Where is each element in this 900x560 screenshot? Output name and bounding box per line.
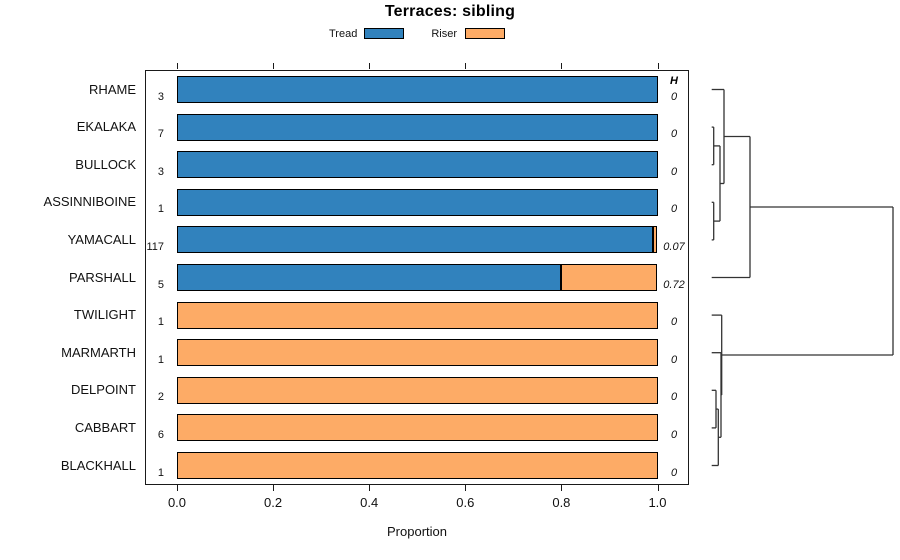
bar-segment-riser [177,339,658,367]
bar-segment-riser [177,452,658,479]
x-axis-tick-top [561,63,563,69]
row-n-value: 3 [157,165,164,178]
x-axis-tick-bottom [273,485,275,491]
bar-row [177,226,658,254]
bar-row [177,452,658,479]
x-axis-tick-label: 0.6 [456,495,475,510]
row-h-value: 0 [670,428,678,441]
bar-row [177,151,658,179]
x-axis-tick-top [369,63,371,69]
row-label: TWILIGHT [73,307,136,323]
row-h-value: 0 [670,203,678,216]
row-label: MARMARTH [61,344,136,360]
x-axis-tick-top [177,63,178,69]
row-n-value: 1 [157,466,164,479]
bar-segment-tread [177,151,658,179]
row-h-value: 0 [670,353,678,366]
x-axis-tick-bottom [369,485,371,491]
x-axis-tick-top [465,63,467,69]
legend: Tread Riser [145,26,689,41]
row-n-value: 1 [157,353,164,366]
x-axis-tick-top [657,63,659,69]
row-n-value: 3 [157,90,164,103]
x-axis-tick-label: 0.0 [167,495,187,510]
bar-row [177,339,658,367]
x-axis-title: Proportion [387,524,447,539]
x-axis-tick-bottom [177,485,178,491]
chart-title: Terraces: sibling [384,3,516,20]
row-n-value: 7 [157,128,164,141]
x-axis-tick-bottom [465,485,467,491]
bar-segment-riser [177,301,658,329]
row-h-value: 0 [670,316,678,329]
bar-segment-tread [177,113,658,141]
row-n-value: 2 [157,391,164,404]
row-n-value: 117 [146,240,164,253]
legend-swatch-tread [364,28,405,39]
bar-segment-tread [177,76,658,103]
bar-row [177,264,658,291]
row-label: BULLOCK [75,156,136,172]
x-axis-tick-bottom [657,485,659,491]
row-label: EKALAKA [76,119,136,135]
legend-label-riser: Riser [431,27,457,40]
bar-row [177,414,658,442]
bar-segment-tread [177,226,654,254]
legend-swatch-riser [465,28,505,39]
bar-row [177,376,658,404]
bar-segment-riser [561,264,658,291]
bar-row [177,301,658,329]
bar-row [177,113,658,141]
bar-segment-riser [177,414,658,442]
row-label: RHAME [89,81,136,97]
x-axis-tick-top [273,63,275,69]
x-axis-tick-label: 0.4 [360,495,379,510]
bar-segment-riser [653,226,658,254]
row-h-value: 0.72 [663,278,685,291]
bar-row [177,76,658,103]
bar-segment-tread [177,188,658,216]
row-h-value: 0.07 [663,240,685,253]
row-n-value: 1 [157,316,164,329]
row-n-value: 5 [157,278,164,291]
x-axis-tick-label: 0.8 [552,495,571,510]
row-label: ASSINNIBOINE [43,194,136,210]
legend-label-tread: Tread [329,27,358,40]
row-n-value: 6 [157,428,164,441]
x-axis-tick-label: 0.2 [264,495,283,510]
bar-segment-riser [177,376,658,404]
row-label: YAMACALL [67,231,136,247]
row-n-value: 1 [157,203,164,216]
row-h-value: 0 [670,391,678,404]
column-header-h: H [670,75,678,87]
bar-row [177,188,658,216]
row-h-value: 0 [670,90,678,103]
row-label: DELPOINT [70,382,136,398]
bar-segment-tread [177,264,562,291]
x-axis-tick-label: 1.0 [648,495,667,510]
row-h-value: 0 [670,128,678,141]
row-label: CABBART [74,419,136,435]
row-label: BLACKHALL [60,457,136,473]
row-h-value: 0 [670,466,678,479]
x-axis-tick-bottom [561,485,563,491]
row-label: PARSHALL [69,269,136,285]
row-h-value: 0 [670,165,678,178]
